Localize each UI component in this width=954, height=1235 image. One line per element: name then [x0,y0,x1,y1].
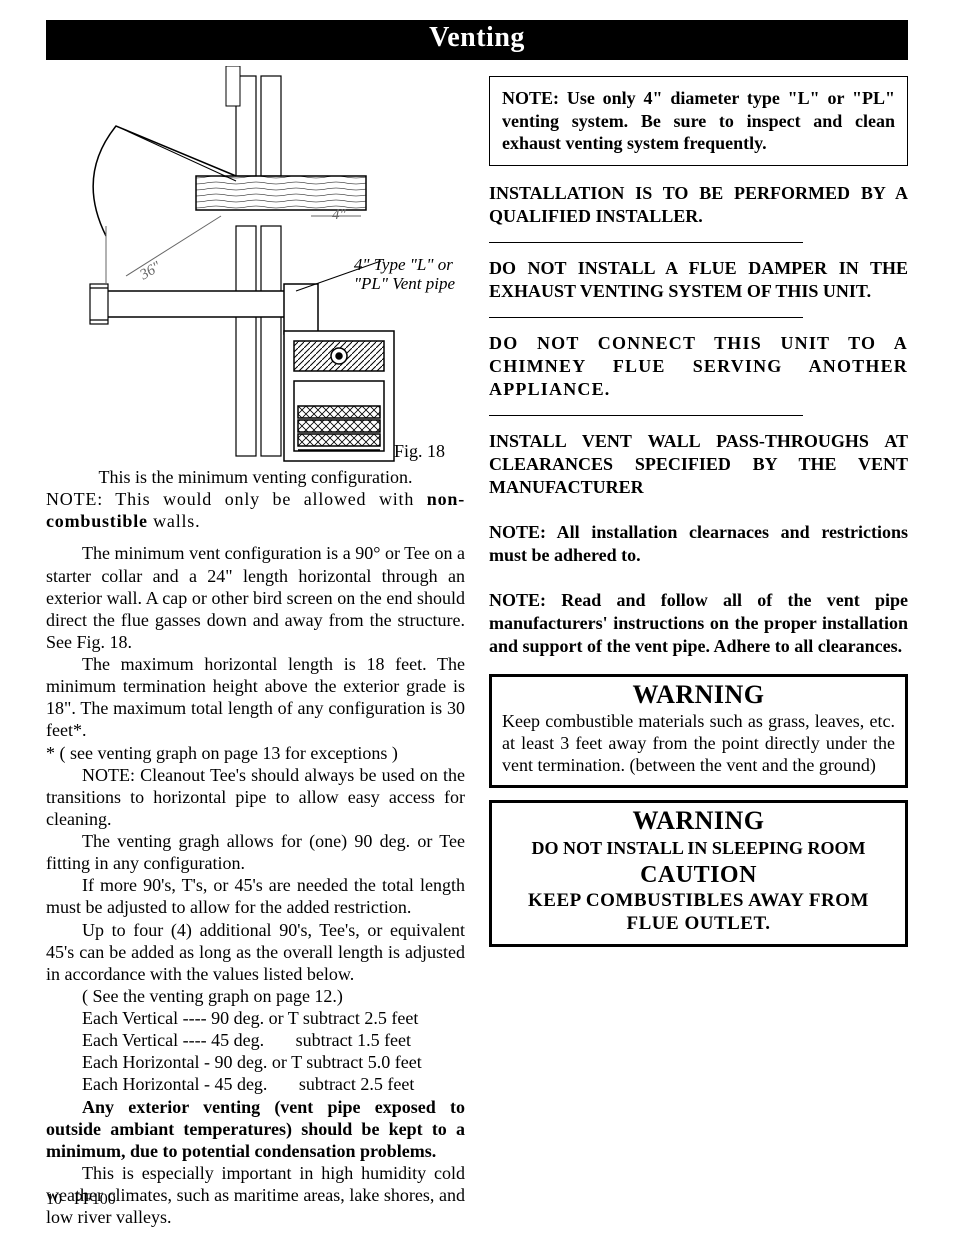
right-b3: DO NOT CONNECT THIS UNIT TO A CHIMNEY FL… [489,332,908,401]
left-p6: If more 90's, T's, or 45's are needed th… [46,874,465,918]
right-b2: DO NOT INSTALL A FLUE DAMPER IN THE EXHA… [489,257,908,303]
page-footer: 10 PF100 [46,1191,116,1209]
two-column-layout: 4" Type "L" or "PL" Vent pipe 36" 4" Fig… [46,66,908,1228]
subtract-list: ( See the venting graph on page 12.) Eac… [46,985,465,1096]
right-column: NOTE: Use only 4" diameter type "L" or "… [489,66,908,1228]
pipe-label-line2: "PL" Vent pipe [354,274,455,293]
warning-caution-box: WARNING DO NOT INSTALL IN SLEEPING ROOM … [489,800,908,947]
list-l4: Each Horizontal - 45 deg. subtract 2.5 f… [82,1073,465,1095]
left-p2: The maximum horizontal length is 18 feet… [46,653,465,742]
caution-title: CAUTION [502,861,895,891]
separator-1 [489,242,803,243]
left-p1: The minimum vent configuration is a 90° … [46,542,465,653]
left-p4: NOTE: Cleanout Tee's should always be us… [46,764,465,830]
figure-4-label: 4" [332,206,346,224]
figure-caption-1: This is the minimum venting configuratio… [46,466,465,488]
left-p5: The venting gragh allows for (one) 90 de… [46,830,465,874]
list-l0: ( See the venting graph on page 12.) [82,985,465,1007]
figure-pipe-label: 4" Type "L" or "PL" Vent pipe [354,256,455,293]
left-p8-text: Any exterior venting (vent pipe exposed … [46,1097,465,1161]
list-l3: Each Horizontal - 90 deg. or T subtract … [82,1051,465,1073]
warning1-body: Keep combustible materials such as grass… [502,711,895,777]
right-b1: INSTALLATION IS TO BE PERFORMED BY A QUA… [489,182,908,228]
page-number: 10 [46,1191,62,1208]
note-box-1: NOTE: Use only 4" diameter type "L" or "… [489,76,908,166]
left-p8: Any exterior venting (vent pipe exposed … [46,1096,465,1162]
warning1-title: WARNING [502,679,895,711]
figure-caption-2: NOTE: This would only be allowed with no… [46,488,465,532]
separator-3 [489,415,803,416]
warning2-body: DO NOT INSTALL IN SLEEPING ROOM [502,837,895,859]
right-b4: INSTALL VENT WALL PASS-THROUGHS AT CLEAR… [489,430,908,499]
left-p7: Up to four (4) additional 90's, Tee's, o… [46,919,465,985]
right-n2: NOTE: All installation clearnaces and re… [489,521,908,567]
left-p3: * ( see venting graph on page 13 for exc… [46,742,465,764]
left-column: 4" Type "L" or "PL" Vent pipe 36" 4" Fig… [46,66,465,1228]
figure-number: Fig. 18 [394,440,445,462]
pipe-label-line1: 4" Type "L" or [354,255,453,274]
right-n3: NOTE: Read and follow all of the vent pi… [489,589,908,658]
note1-text: NOTE: Use only 4" diameter type "L" or "… [502,88,895,153]
cap2-a: NOTE: This would only be allowed with [46,489,427,509]
warning2-title: WARNING [502,805,895,837]
figure-18: 4" Type "L" or "PL" Vent pipe 36" 4" Fig… [46,66,465,466]
list-l2: Each Vertical ---- 45 deg. subtract 1.5 … [82,1029,465,1051]
warning-box-1: WARNING Keep combustible materials such … [489,674,908,788]
list-l1: Each Vertical ---- 90 deg. or T subtract… [82,1007,465,1029]
model-number: PF100 [74,1191,116,1208]
caution-body: KEEP COMBUSTIBLES AWAY FROM FLUE OUTLET. [502,890,895,936]
section-banner: Venting [46,20,908,60]
cap2-c: walls. [148,511,201,531]
separator-2 [489,317,803,318]
page: Venting [0,0,954,1235]
